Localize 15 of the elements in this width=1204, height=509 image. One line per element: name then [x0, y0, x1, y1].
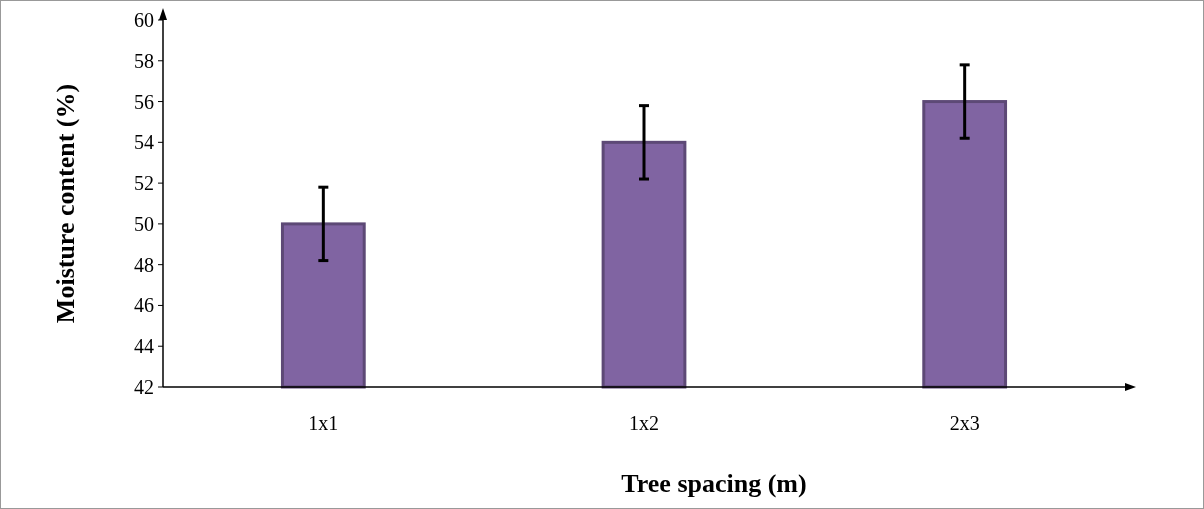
y-tick-label: 58 — [134, 49, 154, 72]
y-tick-label: 46 — [134, 294, 154, 317]
y-tick-label: 44 — [134, 335, 154, 358]
x-tick-label: 2x3 — [949, 412, 980, 434]
x-tick-label: 1x1 — [308, 412, 339, 434]
y-tick-label: 54 — [134, 131, 154, 154]
y-tick-label: 50 — [134, 212, 154, 235]
y-tick-label: 48 — [134, 253, 154, 276]
y-tick-label: 52 — [134, 172, 154, 195]
y-axis-title: Moisture content (%) — [51, 83, 80, 324]
y-tick-label: 60 — [134, 9, 154, 31]
y-tick-label: 56 — [134, 90, 154, 113]
y-tick-label: 42 — [134, 376, 154, 398]
x-axis-title: Tree spacing (m) — [621, 469, 807, 498]
x-tick-label: 1x2 — [629, 412, 659, 434]
